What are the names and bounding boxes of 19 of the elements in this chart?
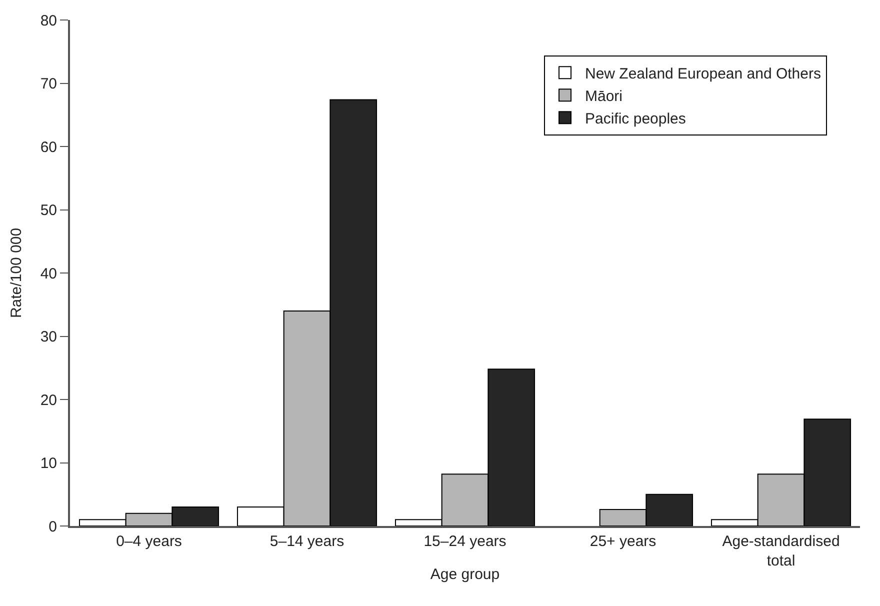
legend-label: Māori (585, 88, 623, 106)
y-axis-title: Rate/100 000 (8, 228, 26, 318)
x-tick-label: 0–4 years (116, 533, 182, 550)
y-tick-label: 60 (40, 138, 57, 156)
y-tick-label: 80 (40, 12, 57, 30)
x-tick-label: 5–14 years (270, 533, 344, 550)
y-tick-label: 10 (40, 455, 57, 472)
y-tick-label: 20 (40, 392, 57, 409)
x-tick-label: 25+ years (590, 533, 656, 550)
x-tick-label: Age-standardised total (722, 533, 840, 570)
y-tick-label: 0 (48, 518, 57, 536)
y-tick-label: 50 (40, 202, 57, 219)
y-tick-label: 40 (40, 265, 57, 282)
legend-label: Pacific peoples (585, 110, 686, 128)
x-tick-label: 15–24 years (424, 533, 506, 550)
legend-label: New Zealand European and Others (585, 66, 821, 83)
x-axis-title: Age group (430, 566, 500, 583)
y-tick-label: 30 (40, 328, 57, 346)
y-tick-label: 70 (40, 76, 57, 92)
